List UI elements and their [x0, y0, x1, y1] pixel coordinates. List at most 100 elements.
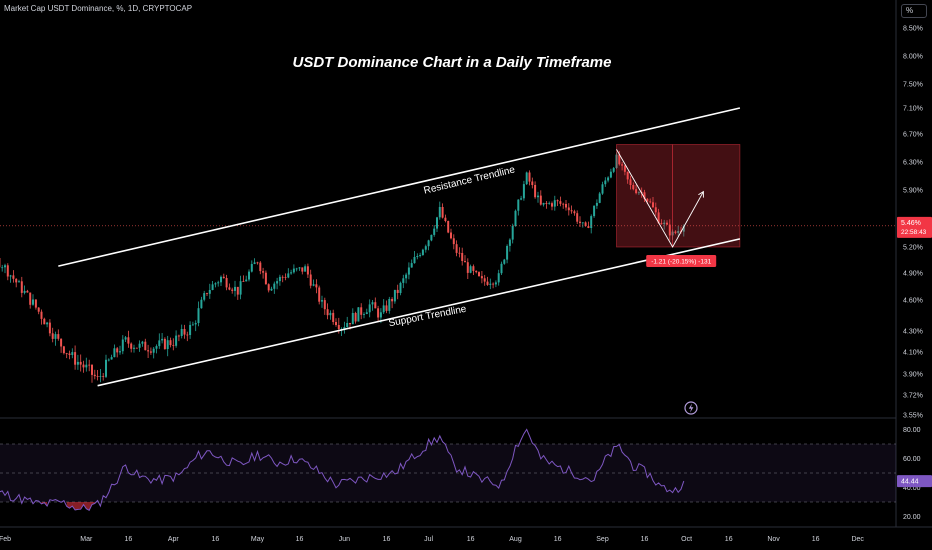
candle-body [242, 281, 245, 282]
candle-body [581, 222, 584, 224]
candle-body [537, 195, 539, 198]
candle-body [220, 276, 222, 283]
candle-body [427, 240, 430, 247]
candle-body [567, 207, 570, 211]
candle-body [374, 302, 377, 309]
candle-body [96, 376, 99, 377]
candle-body [503, 259, 506, 264]
price-tick-label: 6.70% [903, 132, 923, 139]
rsi-tick-label: 20.00 [903, 514, 921, 521]
time-axis[interactable]: Feb Mar 16 Apr 16 May 16 Jun 16 Jul 16 Aug 16 Sep 16 Oc… [0, 536, 864, 543]
candle-body [436, 217, 438, 229]
lightning-icon[interactable] [684, 401, 698, 415]
candle-body [528, 172, 531, 182]
candle-body [612, 168, 615, 172]
candle-body [349, 323, 351, 325]
candle-body [68, 353, 71, 355]
candle-body [186, 334, 189, 336]
candle-body [508, 239, 511, 246]
candle-body [29, 292, 32, 305]
candle-body [116, 348, 119, 353]
candle-body [46, 322, 49, 325]
candle-body [172, 345, 175, 346]
candle-body [500, 263, 503, 274]
candle-body [643, 192, 646, 199]
candle-body [637, 192, 640, 194]
candle-body [441, 207, 444, 218]
candle-body [250, 264, 253, 272]
candle-body [264, 272, 267, 285]
candle-body [652, 202, 654, 208]
candle-body [668, 224, 671, 236]
candle-body [253, 262, 256, 264]
candle-body [183, 329, 186, 335]
candle-body [323, 300, 326, 310]
time-tick-label: Mar [80, 536, 93, 543]
candle-body [74, 352, 77, 365]
time-tick-label: 16 [641, 536, 649, 543]
candle-body [304, 266, 307, 272]
candle-body [71, 352, 74, 355]
time-tick-label: Oct [681, 536, 692, 543]
candle-body [657, 212, 660, 224]
candle-body [461, 253, 464, 261]
candle-body [430, 234, 433, 241]
candle-body [623, 165, 626, 172]
candle-body [88, 364, 91, 366]
candle-body [598, 193, 601, 203]
candle-body [405, 274, 408, 279]
candle-body [281, 276, 284, 278]
candle-body [447, 221, 450, 233]
candle-body [604, 180, 607, 185]
candle-body [309, 274, 312, 286]
candle-body [110, 357, 113, 360]
support-label: Support Trendline [388, 304, 468, 330]
candle-body [595, 202, 598, 206]
candle-body [626, 171, 629, 180]
candle-body [4, 265, 6, 268]
candle-body [9, 275, 12, 277]
time-tick-label: 16 [383, 536, 391, 543]
candle-body [573, 211, 576, 214]
candle-body [208, 290, 211, 294]
candle-body [486, 281, 489, 285]
price-axis[interactable]: 8.50% 8.00% 7.50% 7.10% 6.70% 6.30% 5.90% 5.20%… [897, 26, 932, 420]
price-badge [897, 216, 932, 238]
candle-body [298, 267, 301, 269]
time-tick-label: May [251, 536, 265, 543]
candle-body [105, 359, 107, 377]
candle-body [57, 334, 60, 339]
price-tick-label: 7.10% [903, 106, 923, 113]
candle-body [290, 272, 293, 274]
candle-body [23, 290, 26, 293]
candle-body [245, 279, 248, 282]
candle-body [399, 282, 402, 293]
candle-body [234, 286, 236, 291]
price-tick-label: 8.50% [903, 26, 923, 33]
candle-body [315, 284, 318, 288]
candle-body [551, 203, 553, 207]
candle-body [217, 282, 220, 284]
price-badge-value: 5.46% [901, 220, 921, 227]
candle-body [54, 334, 57, 339]
candle-body [601, 184, 604, 194]
candle-body [553, 200, 556, 207]
rsi-badge-value: 44.44 [901, 479, 919, 486]
projection-label: -1.21 (-20.15%) -131 [651, 259, 711, 266]
candle-body [133, 347, 135, 349]
candle-body [579, 221, 581, 223]
candle-body [175, 335, 178, 346]
candle-body [666, 222, 668, 225]
candle-body [259, 262, 262, 272]
candle-body [119, 351, 121, 353]
candle-body [79, 361, 82, 365]
candle-body [346, 323, 349, 327]
time-tick-label: Nov [767, 536, 780, 543]
candle-body [542, 203, 545, 205]
time-tick-label: Dec [851, 536, 864, 543]
price-tick-label: 3.72% [903, 393, 923, 400]
candle-body [621, 164, 624, 166]
unit-button[interactable]: % [901, 4, 927, 18]
candle-body [660, 223, 663, 225]
